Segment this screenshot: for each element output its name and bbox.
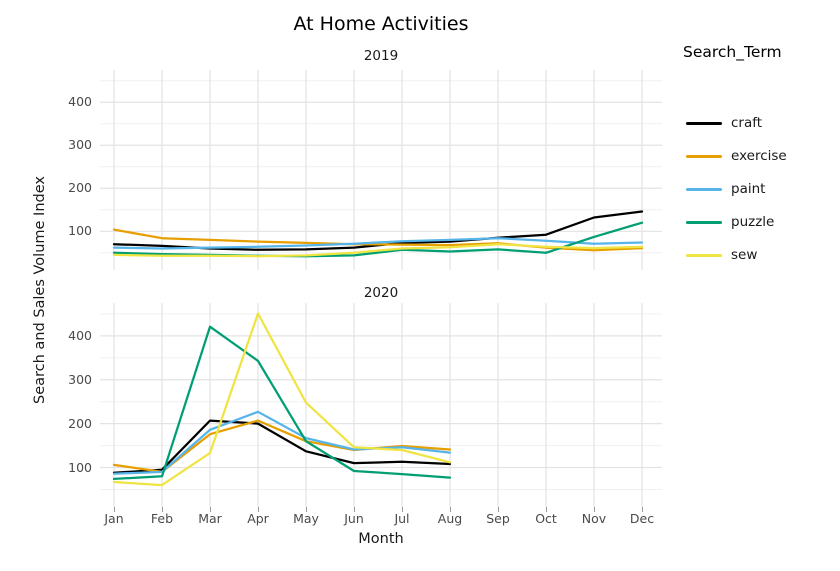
x-tick-label: Apr bbox=[247, 511, 269, 526]
x-tick-mark bbox=[594, 507, 595, 512]
y-tick-label: 200 bbox=[68, 415, 92, 431]
x-tick-mark bbox=[450, 507, 451, 512]
line-puzzle-2020 bbox=[112, 325, 452, 481]
x-tick-label: Dec bbox=[629, 511, 655, 526]
x-tick-label: Jun bbox=[344, 511, 364, 526]
legend-swatch-sew bbox=[686, 253, 722, 257]
x-tick-label: Aug bbox=[437, 511, 463, 526]
x-tick-label: Oct bbox=[535, 511, 557, 526]
legend: Search_Term craft exercise paint puzzle sew bbox=[670, 0, 840, 571]
y-tick-label: 300 bbox=[68, 137, 92, 153]
x-tick-mark bbox=[210, 507, 211, 512]
x-tick-mark bbox=[306, 507, 307, 512]
facet-label-2020: 2020 bbox=[363, 285, 399, 301]
legend-label-sew: sew bbox=[731, 247, 758, 263]
x-tick-label: Jan bbox=[104, 511, 124, 526]
legend-label-paint: paint bbox=[731, 181, 766, 197]
x-tick-label: May bbox=[293, 511, 319, 526]
x-tick-label: Nov bbox=[581, 511, 607, 526]
y-tick-label: 100 bbox=[68, 223, 92, 239]
y-tick-label: 400 bbox=[68, 94, 92, 110]
line-sew-2019 bbox=[112, 243, 644, 258]
x-tick-mark bbox=[258, 507, 259, 512]
y-tick-label: 200 bbox=[68, 180, 92, 196]
line-sew-2020 bbox=[112, 312, 452, 487]
legend-label-puzzle: puzzle bbox=[731, 214, 775, 230]
x-axis-title: Month bbox=[358, 531, 404, 547]
line-exercise-2020 bbox=[112, 419, 452, 474]
x-tick-mark bbox=[162, 507, 163, 512]
line-paint-2020 bbox=[112, 410, 452, 475]
legend-label-craft: craft bbox=[731, 115, 763, 131]
legend-swatch-craft bbox=[686, 121, 722, 125]
x-tick-label: Sep bbox=[486, 511, 510, 526]
panel-2019 bbox=[100, 70, 662, 270]
x-tick-label: Jul bbox=[394, 511, 410, 526]
y-tick-label: 400 bbox=[68, 327, 92, 343]
legend-swatch-exercise bbox=[686, 154, 722, 158]
x-tick-label: Feb bbox=[150, 511, 174, 526]
chart-title: At Home Activities bbox=[293, 13, 469, 35]
y-tick-label: 100 bbox=[68, 459, 92, 475]
facet-label-2019: 2019 bbox=[363, 48, 399, 64]
legend-title: Search_Term bbox=[683, 43, 782, 61]
legend-swatch-paint bbox=[686, 187, 722, 191]
x-tick-label: Mar bbox=[198, 511, 222, 526]
panel-2020 bbox=[100, 303, 662, 507]
x-tick-mark bbox=[354, 507, 355, 512]
x-tick-mark bbox=[642, 507, 643, 512]
y-tick-label: 300 bbox=[68, 371, 92, 387]
x-tick-mark bbox=[402, 507, 403, 512]
x-tick-mark bbox=[546, 507, 547, 512]
legend-swatch-puzzle bbox=[686, 220, 722, 224]
legend-label-exercise: exercise bbox=[731, 148, 787, 164]
x-tick-mark bbox=[498, 507, 499, 512]
line-craft-2020 bbox=[112, 419, 452, 474]
y-axis-title: Search and Sales Volume Index bbox=[32, 176, 48, 404]
line-paint-2019 bbox=[112, 237, 644, 250]
x-tick-mark bbox=[114, 507, 115, 512]
